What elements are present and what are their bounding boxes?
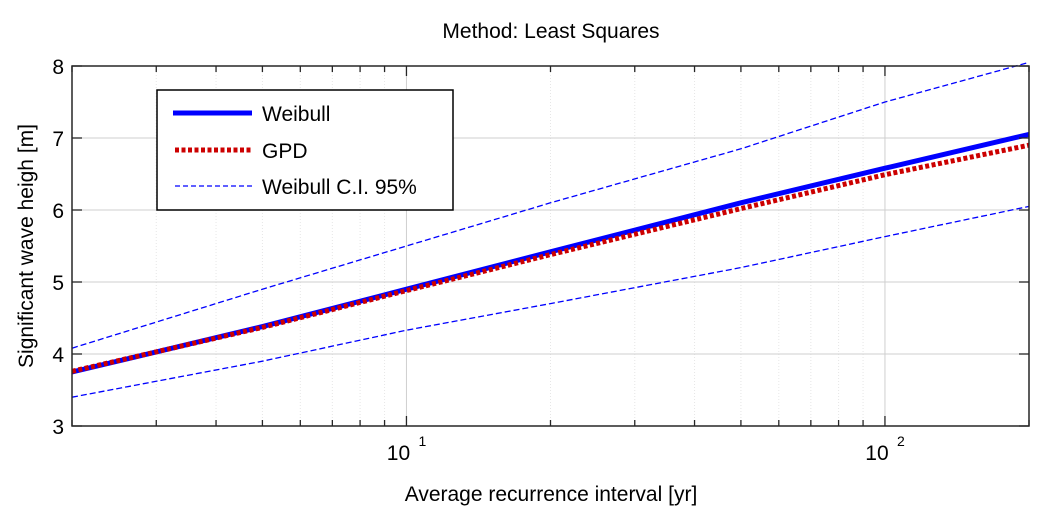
y-tick-label: 6 — [52, 200, 64, 223]
y-axis-label: Significant wave heigh [m] — [15, 124, 38, 368]
x-tick-label: 10 — [387, 442, 410, 465]
chart-title: Method: Least Squares — [442, 20, 659, 43]
x-tick-label: 10 — [865, 442, 888, 465]
legend: Weibull GPD Weibull C.I. 95% — [156, 89, 454, 211]
y-tick-label: 4 — [52, 344, 64, 367]
y-tick-label: 5 — [52, 272, 64, 295]
x-tick-label-exponent: 2 — [897, 433, 905, 449]
legend-label-gpd: GPD — [262, 140, 308, 163]
y-tick-label: 3 — [52, 416, 64, 439]
series-line-weibull-c-i-95- — [71, 61, 1030, 349]
x-tick-label-exponent: 1 — [418, 433, 426, 449]
series-group — [71, 61, 1030, 398]
x-axis-label: Average recurrence interval [yr] — [405, 483, 698, 506]
y-tick-label: 8 — [52, 56, 64, 79]
ticks: 3 4 5 6 7 8 10 1 10 2 — [52, 56, 1030, 465]
y-tick-label: 7 — [52, 128, 64, 151]
legend-box — [156, 89, 454, 211]
series-line-weibull-c-i-95-lower — [71, 205, 1030, 398]
legend-label-ci: Weibull C.I. 95% — [262, 176, 417, 199]
series-line-gpd — [71, 142, 1030, 374]
legend-label-weibull: Weibull — [262, 103, 330, 126]
